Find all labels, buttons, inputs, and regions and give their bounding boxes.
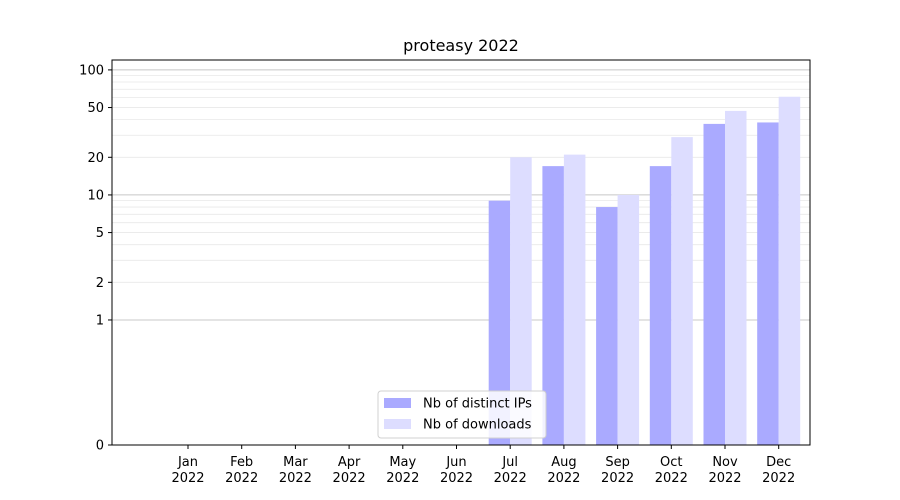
bars — [488, 96, 801, 446]
x-tick-label-month: Aug — [551, 455, 576, 470]
legend-label: Nb of downloads — [423, 418, 532, 433]
plot-frame — [111, 59, 811, 446]
x-tick-label-year: 2022 — [708, 471, 741, 486]
x-tick-label-month: Jun — [445, 455, 466, 470]
y-tick-label: 0 — [96, 439, 104, 454]
x-tick-label-month: Jul — [501, 455, 518, 470]
legend-swatch — [384, 398, 411, 408]
x-tick-label-year: 2022 — [655, 471, 688, 486]
bar-distinct-ips — [488, 200, 511, 445]
x-tick-label-year: 2022 — [601, 471, 634, 486]
y-tick-label: 100 — [79, 63, 104, 78]
legend-swatch — [384, 419, 411, 429]
bar-downloads — [725, 110, 747, 445]
y-tick-label: 2 — [96, 276, 104, 291]
legend-label: Nb of distinct IPs — [423, 397, 532, 412]
bar-distinct-ips — [703, 123, 725, 445]
chart-title: proteasy 2022 — [403, 36, 519, 55]
grid-lines — [112, 69, 810, 321]
x-tick-label-month: Feb — [230, 455, 253, 470]
y-tick-label: 20 — [87, 151, 104, 166]
x-tick-label-month: Nov — [712, 455, 738, 470]
y-axis: 0 1 2 5 10 20 50 100 — [79, 63, 112, 454]
bar-downloads — [510, 157, 532, 445]
bar-distinct-ips — [757, 122, 779, 445]
legend: Nb of distinct IPs Nb of downloads — [377, 390, 547, 439]
x-tick-label-year: 2022 — [279, 471, 312, 486]
bar-distinct-ips — [596, 207, 618, 445]
x-tick-label-year: 2022 — [171, 471, 204, 486]
y-tick-label: 10 — [87, 188, 104, 203]
legend-box — [377, 390, 547, 439]
bar-downloads — [563, 154, 586, 446]
x-tick-label-month: Mar — [283, 455, 308, 470]
x-tick-label-year: 2022 — [440, 471, 473, 486]
bar-distinct-ips — [649, 166, 672, 445]
x-axis: Jan2022Feb2022Mar2022Apr2022May2022Jun20… — [171, 445, 795, 486]
x-tick-label-month: Dec — [766, 455, 791, 470]
bar-downloads — [778, 96, 801, 445]
x-tick-label-month: Sep — [605, 455, 630, 470]
y-tick-label: 50 — [87, 101, 104, 116]
x-tick-label-year: 2022 — [386, 471, 419, 486]
x-tick-label-month: Oct — [660, 455, 682, 470]
x-tick-label-year: 2022 — [333, 471, 366, 486]
x-tick-label-year: 2022 — [494, 471, 527, 486]
x-tick-label-year: 2022 — [225, 471, 258, 486]
bar-downloads — [617, 194, 640, 445]
bar-distinct-ips — [542, 166, 564, 445]
x-tick-label-month: Jan — [177, 455, 198, 470]
bar-downloads — [671, 137, 693, 445]
y-tick-label: 5 — [96, 226, 104, 241]
x-tick-label-month: May — [389, 455, 416, 470]
y-tick-label: 1 — [96, 313, 104, 328]
x-tick-label-month: Apr — [338, 455, 361, 470]
x-tick-label-year: 2022 — [762, 471, 795, 486]
x-tick-label-year: 2022 — [547, 471, 580, 486]
